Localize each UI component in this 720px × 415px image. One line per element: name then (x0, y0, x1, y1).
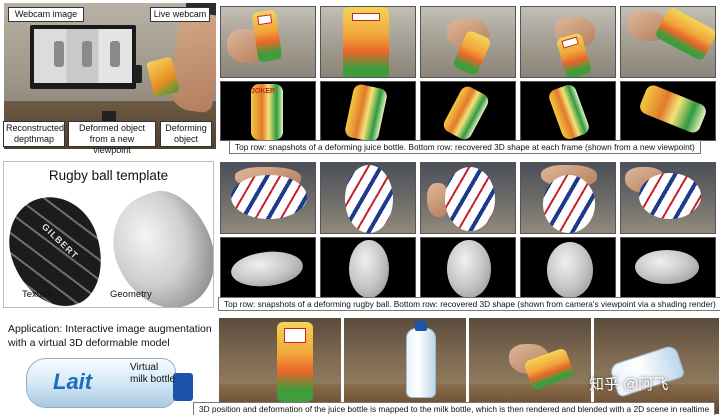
virtual-milk-bottle: Lait (26, 358, 193, 408)
rugby-snapshot (620, 162, 716, 234)
rugby-snapshot (520, 162, 616, 234)
application-title: Application: Interactive image augmentat… (8, 322, 212, 350)
juice-snapshot (520, 6, 616, 78)
watermark: 知乎 @阿飞 (589, 376, 669, 393)
monitor (30, 25, 136, 89)
virtual-milk-bottle-label: Virtual milk bottle (130, 362, 175, 386)
rugby-recovered-shape (420, 237, 516, 299)
monitor-stand-wrap (30, 25, 136, 121)
juice-recovered-shape (420, 81, 516, 141)
virtual-label-line2: milk bottle (130, 374, 176, 385)
juice-snapshot (620, 6, 716, 78)
rugby-recovered-shape (320, 237, 416, 299)
rugby-recovered-shape (220, 237, 316, 299)
augmented-frame (219, 318, 341, 414)
rugby-snapshot (420, 162, 516, 234)
callout-live-webcam: Live webcam (150, 7, 210, 22)
augmentation-frames (219, 318, 719, 414)
bottle-brand-text: JOKER (251, 88, 276, 95)
callout-deformed-object: Deformed object from a new viewpoint (68, 121, 156, 155)
juice-recovered-shape (320, 81, 416, 141)
webcam-icon (134, 65, 142, 83)
rugby-caption: Top row: snapshots of a deforming rugby … (218, 297, 720, 311)
augmented-frame (594, 318, 719, 414)
geometry-label: Geometry (110, 289, 152, 300)
juice-snapshot (420, 6, 516, 78)
milk-cap (173, 373, 193, 401)
rugby-recovered-shape (620, 237, 716, 299)
application-title-line2: with a virtual 3D deformable model (8, 337, 170, 349)
template-title: Rugby ball template (48, 168, 169, 183)
rugby-template-panel: Rugby ball template GILBERT Texture Geom… (3, 161, 214, 308)
juice-snapshot (220, 6, 316, 78)
callout-webcam-image: Webcam image (8, 7, 84, 22)
callout-reconstructed-depthmap: Reconstructed depthmap (3, 121, 65, 147)
rugby-frames (219, 161, 719, 311)
juice-frames: JOKER (219, 2, 719, 154)
augmented-frame (344, 318, 466, 414)
rugby-snapshot (320, 162, 416, 234)
juice-recovered-shape (520, 81, 616, 141)
juice-caption: Top row: snapshots of a deforming juice … (229, 140, 701, 154)
ball-brand-text: GILBERT (39, 221, 81, 261)
callout-deforming-object: Deforming object (160, 121, 212, 147)
application-panel: Application: Interactive image augmentat… (2, 318, 214, 412)
rugby-snapshot (220, 162, 316, 234)
person-arm (167, 10, 216, 114)
application-caption: 3D position and deformation of the juice… (193, 402, 716, 415)
texture-label: Texture (22, 289, 54, 300)
juice-snapshot (320, 6, 416, 78)
juice-recovered-shape: JOKER (220, 81, 316, 141)
application-title-line1: Application: Interactive image augmentat… (8, 323, 212, 335)
textured-ball: GILBERT (4, 185, 116, 307)
milk-brand-text: Lait (53, 369, 93, 394)
juice-recovered-shape (620, 81, 716, 141)
rugby-recovered-shape (520, 237, 616, 299)
monitor-screen (34, 29, 132, 83)
virtual-label-line1: Virtual (130, 362, 159, 373)
augmented-frame (469, 318, 591, 414)
